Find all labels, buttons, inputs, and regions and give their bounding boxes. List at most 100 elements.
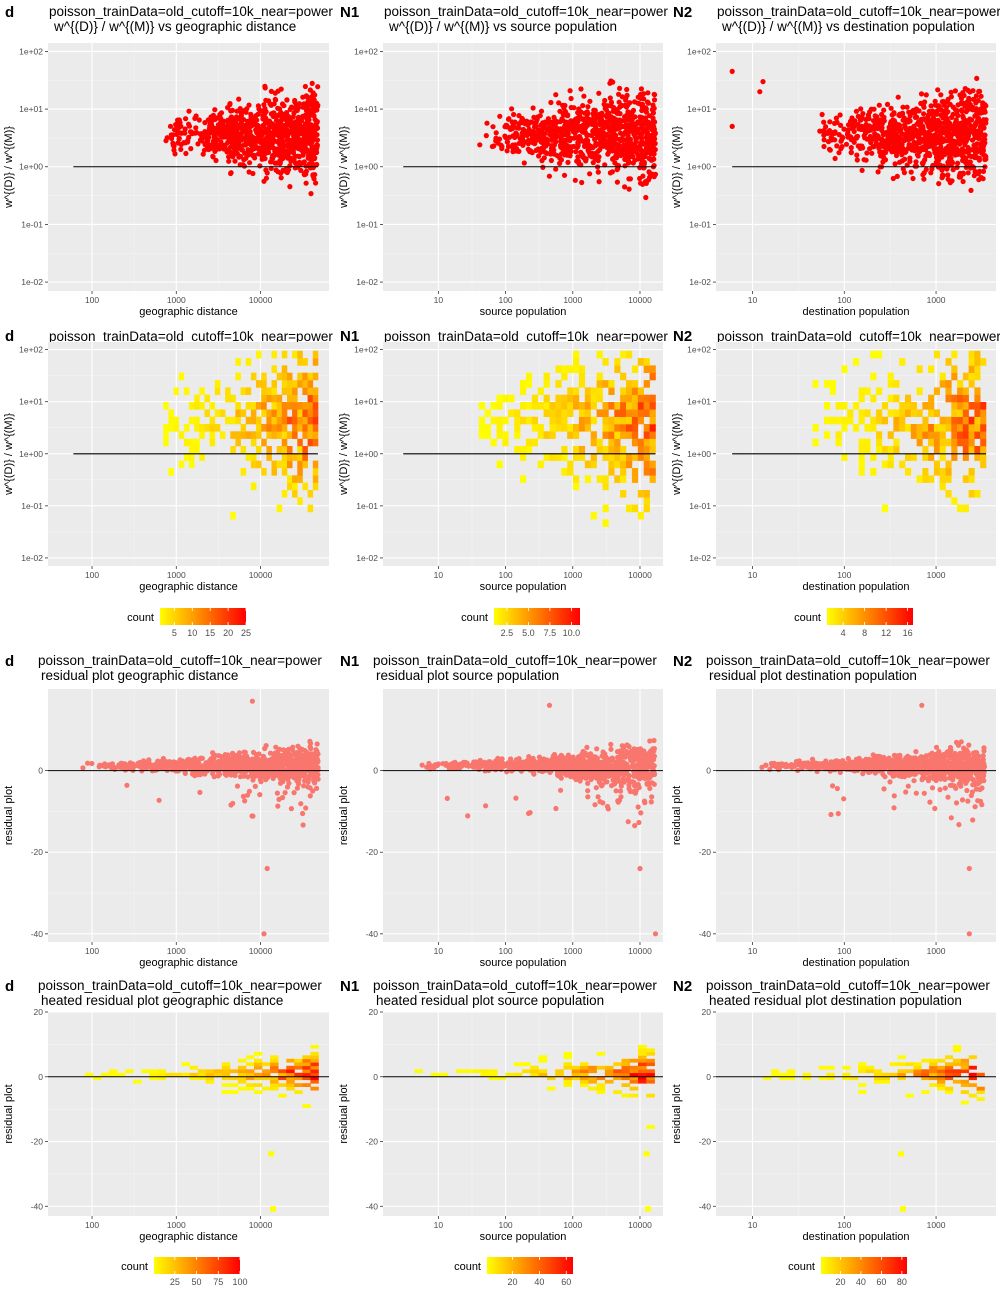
heat-bin	[520, 387, 527, 395]
heat-bin	[858, 409, 865, 417]
heat-bin	[520, 416, 527, 425]
x-tick-label: 100	[837, 570, 851, 580]
data-point	[625, 133, 631, 139]
data-point	[273, 117, 280, 123]
heat-bin	[957, 424, 964, 432]
data-point	[247, 760, 253, 766]
data-point	[821, 143, 827, 150]
y-tick-label: 1e-02	[689, 277, 711, 287]
data-point	[841, 126, 847, 132]
data-point	[980, 168, 987, 174]
heat-bin	[312, 468, 319, 476]
chart-title: poisson_trainData=old_cutoff=10k_near=po…	[384, 4, 668, 19]
heat-bin	[887, 372, 894, 381]
data-point	[277, 106, 283, 112]
data-point	[596, 154, 602, 160]
heat-bin	[281, 446, 288, 454]
heat-bin	[496, 416, 503, 425]
heat-bin	[876, 416, 883, 425]
data-point	[575, 141, 581, 148]
data-point	[981, 132, 988, 138]
data-point	[303, 805, 309, 811]
x-tick-label: 100	[85, 295, 99, 305]
heat-bin	[980, 424, 987, 432]
data-point	[523, 139, 529, 145]
heat-bin	[602, 380, 609, 388]
data-point	[277, 158, 283, 164]
data-point	[199, 135, 205, 141]
y-tick-label: 1e+02	[687, 345, 711, 355]
data-point	[905, 137, 911, 143]
heat-bin	[893, 446, 900, 454]
data-point	[647, 113, 653, 119]
data-point	[512, 142, 518, 148]
heat-bin	[968, 365, 975, 373]
data-point	[298, 801, 304, 807]
data-point	[897, 135, 904, 141]
heat-bin	[974, 372, 981, 381]
data-point	[300, 114, 306, 120]
heat-bin	[271, 460, 277, 469]
data-point	[959, 147, 965, 153]
heat-bin	[292, 416, 298, 425]
heat-bin	[887, 460, 894, 469]
heat-bin	[637, 394, 644, 403]
data-point	[968, 187, 974, 193]
heat-bin	[561, 394, 568, 403]
heat-bin	[608, 468, 615, 476]
data-point	[921, 111, 927, 117]
data-point	[950, 123, 956, 129]
heat-bin	[256, 380, 262, 388]
heat-bin	[590, 416, 597, 425]
heat-bin	[614, 438, 621, 447]
data-point	[241, 157, 247, 163]
x-tick-label: 1000	[167, 570, 186, 580]
heat-bin	[602, 446, 609, 454]
heat-bin	[626, 402, 633, 410]
data-point	[554, 119, 561, 125]
data-point	[959, 108, 965, 114]
heat-bin	[245, 416, 252, 425]
data-point	[575, 154, 581, 160]
heat-bin	[292, 453, 298, 461]
heat-bin	[893, 424, 900, 432]
heat-bin	[922, 453, 929, 461]
data-point	[592, 120, 598, 126]
heat-bin	[287, 475, 293, 483]
heat-bin	[266, 387, 272, 395]
data-point	[219, 142, 225, 148]
heat-bin	[261, 380, 267, 388]
heat-bin	[250, 372, 257, 381]
heat-bin	[567, 394, 574, 403]
heat-bin	[974, 402, 981, 410]
heat-bin	[555, 453, 562, 461]
data-point	[287, 184, 293, 190]
heat-bin	[835, 402, 842, 410]
data-point	[483, 803, 489, 809]
data-point	[572, 130, 578, 136]
data-point	[906, 109, 912, 115]
data-point	[533, 147, 539, 153]
data-point	[312, 780, 318, 786]
heat-bin	[899, 416, 906, 425]
data-point	[516, 125, 522, 131]
data-point	[889, 137, 895, 143]
data-point	[928, 132, 934, 138]
data-point	[273, 167, 279, 173]
data-point	[222, 754, 228, 760]
data-point	[549, 135, 555, 141]
heat-bin	[945, 438, 952, 447]
heat-bin	[631, 504, 639, 513]
data-point	[950, 167, 956, 173]
heat-bin	[951, 453, 958, 461]
heat-bin	[250, 460, 257, 469]
data-point	[729, 68, 735, 74]
data-point	[918, 116, 924, 123]
heat-bin	[608, 431, 615, 439]
data-point	[261, 931, 267, 937]
chart-panel-0-2: N2 poisson_trainData=old_cutoff=10k_near=…	[671, 4, 1000, 318]
heat-bin	[567, 460, 574, 469]
heat-bin	[858, 446, 865, 454]
heat-bin	[596, 475, 603, 483]
